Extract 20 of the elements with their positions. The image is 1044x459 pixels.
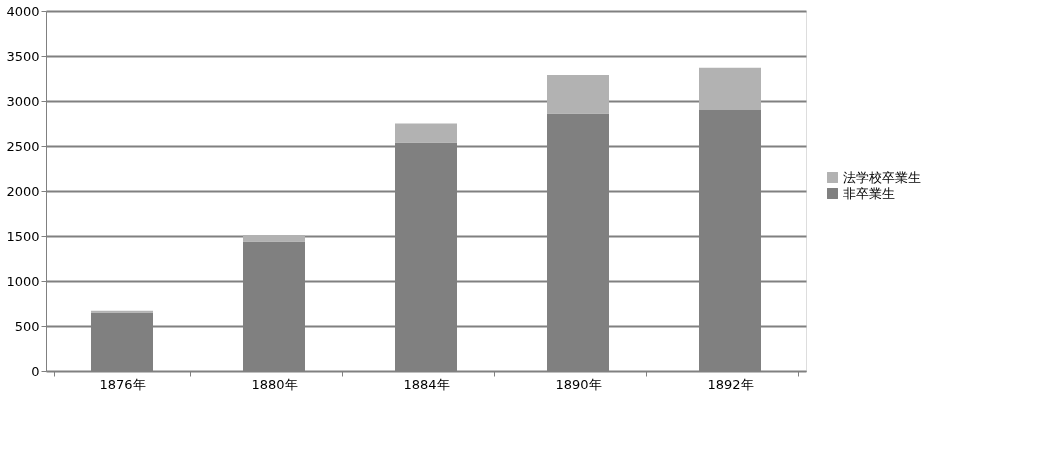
x-tick-label: 1892年 (707, 376, 754, 392)
y-tick-label: 3500 (6, 48, 40, 64)
bar (243, 235, 305, 242)
y-tick-label: 0 (31, 363, 40, 379)
y-tick-label: 1000 (6, 273, 40, 289)
x-tick-label: 1890年 (555, 376, 602, 392)
legend-label: 非卒業生 (843, 185, 895, 201)
bar (395, 123, 457, 143)
y-tick-label: 2000 (6, 183, 40, 199)
y-tick-label: 500 (14, 318, 40, 334)
y-tick-label: 1500 (6, 228, 40, 244)
x-tick-label: 1880年 (251, 376, 298, 392)
x-tick-label: 1876年 (99, 376, 146, 392)
y-tick-label: 3000 (6, 93, 40, 109)
legend-label: 法学校卒業生 (843, 169, 921, 185)
y-tick-label: 2500 (6, 138, 40, 154)
bar (547, 74, 609, 114)
x-tick-label: 1884年 (403, 376, 450, 392)
bar (699, 67, 761, 110)
y-tick-label: 4000 (6, 3, 40, 19)
